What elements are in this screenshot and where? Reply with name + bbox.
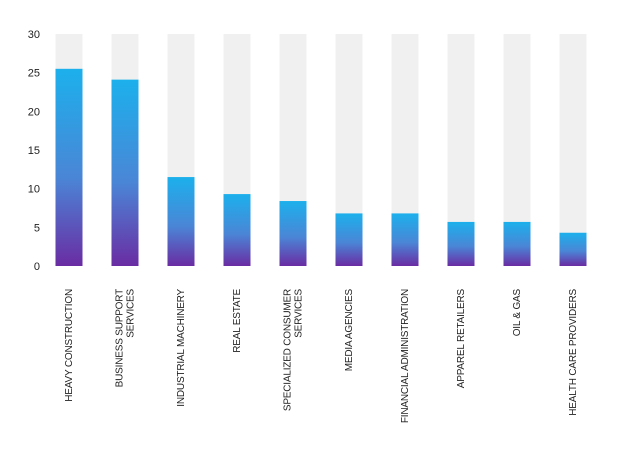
- bar-track: [559, 34, 587, 266]
- bar: [279, 201, 307, 266]
- x-category-label-line: REAL ESTATE: [232, 288, 243, 352]
- bar: [391, 213, 419, 266]
- bar: [335, 213, 363, 266]
- x-category-label: SPECIALIZED CONSUMER SERVICES: [283, 288, 305, 411]
- x-category-label-line: SERVICES: [294, 288, 305, 337]
- y-tick-label: 15: [28, 145, 40, 157]
- bar: [111, 79, 139, 266]
- x-category-label-line: OIL & GAS: [512, 288, 523, 336]
- bar: [503, 221, 531, 266]
- bars: [55, 68, 587, 266]
- x-category-label: REAL ESTATE: [232, 288, 243, 352]
- x-category-label-line: HEALTH CARE PROVIDERS: [568, 288, 579, 415]
- x-category-label-line: APPAREL RETAILERS: [456, 288, 467, 388]
- y-tick-label: 25: [28, 68, 40, 80]
- y-tick-label: 10: [28, 184, 40, 196]
- x-category-label: HEALTH CARE PROVIDERS: [568, 288, 579, 415]
- x-category-label-line: BUSINESS SUPPORT: [115, 289, 126, 387]
- bar: [559, 232, 587, 266]
- x-category-label-line: SERVICES: [126, 288, 137, 337]
- x-category-label: FINANCIAL ADMINISTRATION: [400, 289, 411, 423]
- bar: [167, 177, 195, 266]
- y-axis: 0 5 10 15 20 25 30: [28, 29, 40, 273]
- x-category-label: BUSINESS SUPPORT SERVICES: [115, 288, 137, 387]
- bar: [55, 68, 83, 266]
- x-category-label-line: SPECIALIZED CONSUMER: [283, 289, 294, 411]
- x-category-label: INDUSTRIAL MACHINERY: [176, 288, 187, 406]
- y-tick-label: 20: [28, 106, 40, 118]
- x-category-label: HEAVY CONSTRUCTION: [64, 289, 75, 402]
- bar: [447, 221, 475, 266]
- x-category-label-line: FINANCIAL ADMINISTRATION: [400, 289, 411, 423]
- y-tick-label: 5: [34, 222, 40, 234]
- bar: [223, 194, 251, 266]
- x-category-label: APPAREL RETAILERS: [456, 288, 467, 388]
- x-category-label: MEDIA AGENCIES: [344, 288, 355, 371]
- x-category-label-line: MEDIA AGENCIES: [344, 288, 355, 371]
- x-axis-labels: HEAVY CONSTRUCTION BUSINESS SUPPORT SERVIC…: [64, 288, 579, 423]
- y-tick-label: 30: [28, 29, 40, 41]
- x-category-label-line: HEAVY CONSTRUCTION: [64, 289, 75, 402]
- y-tick-label: 0: [34, 261, 40, 273]
- x-category-label: OIL & GAS: [512, 288, 523, 336]
- x-category-label-line: INDUSTRIAL MACHINERY: [176, 288, 187, 406]
